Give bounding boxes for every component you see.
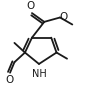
Text: NH: NH bbox=[32, 69, 47, 79]
Text: O: O bbox=[59, 12, 67, 22]
Text: O: O bbox=[26, 1, 34, 11]
Text: O: O bbox=[5, 75, 13, 85]
